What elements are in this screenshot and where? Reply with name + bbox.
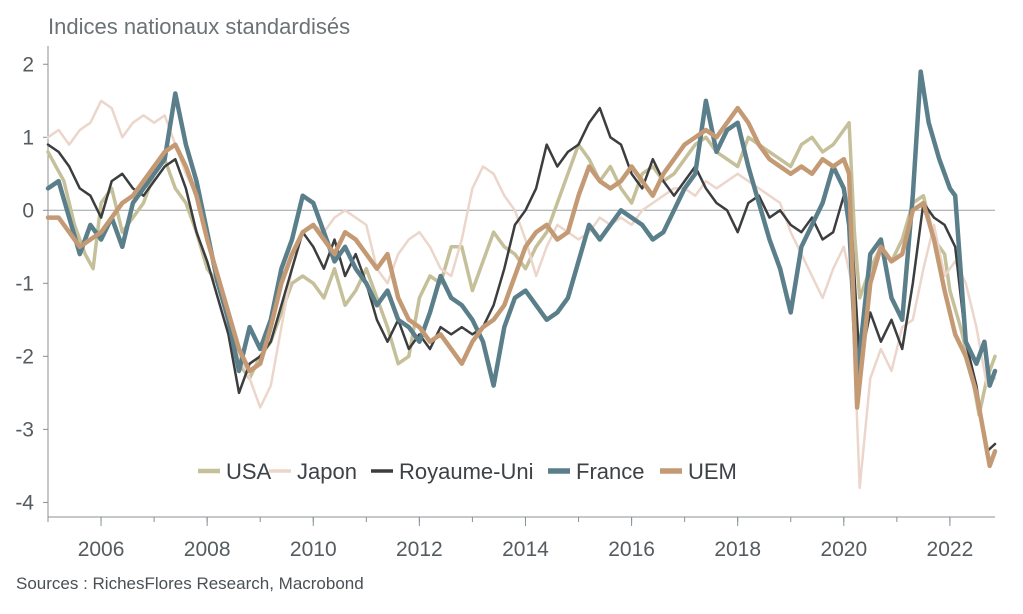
legend-label: USA <box>226 459 272 484</box>
y-tick-label: -3 <box>15 418 34 441</box>
x-tick-label: 2008 <box>184 538 231 561</box>
legend-label: UEM <box>688 459 737 484</box>
x-tick-label: 2012 <box>396 538 443 561</box>
x-tick-label: 2014 <box>502 538 549 561</box>
source-note: Sources : RichesFlores Research, Macrobo… <box>16 574 364 593</box>
axes: 2 1 0 -1 -2 -3 -4 2006 2008 2010 2012 2014 2016 2018 2… <box>15 46 995 561</box>
y-tick-label: -4 <box>15 491 34 514</box>
y-tick-label: 1 <box>22 126 34 149</box>
y-tick-label: -1 <box>15 272 34 295</box>
chart-title: Indices nationaux standardisés <box>48 14 351 39</box>
x-tick-label: 2006 <box>78 538 125 561</box>
x-tick-label: 2020 <box>820 538 867 561</box>
x-tick-label: 2022 <box>927 538 974 561</box>
series-layer <box>45 69 998 490</box>
x-tick-label: 2010 <box>290 538 337 561</box>
legend-label: Royaume-Uni <box>399 459 534 484</box>
y-tick-label: -2 <box>15 345 34 368</box>
legend: USA Japon Royaume-Uni France UEM <box>198 459 737 484</box>
legend-label: Japon <box>297 459 357 484</box>
x-tick-label: 2018 <box>714 538 761 561</box>
x-tick-label: 2016 <box>608 538 655 561</box>
series-line-uem <box>45 105 998 469</box>
y-tick-label: 0 <box>22 199 34 222</box>
y-tick-label: 2 <box>22 53 34 76</box>
legend-label: France <box>576 459 644 484</box>
